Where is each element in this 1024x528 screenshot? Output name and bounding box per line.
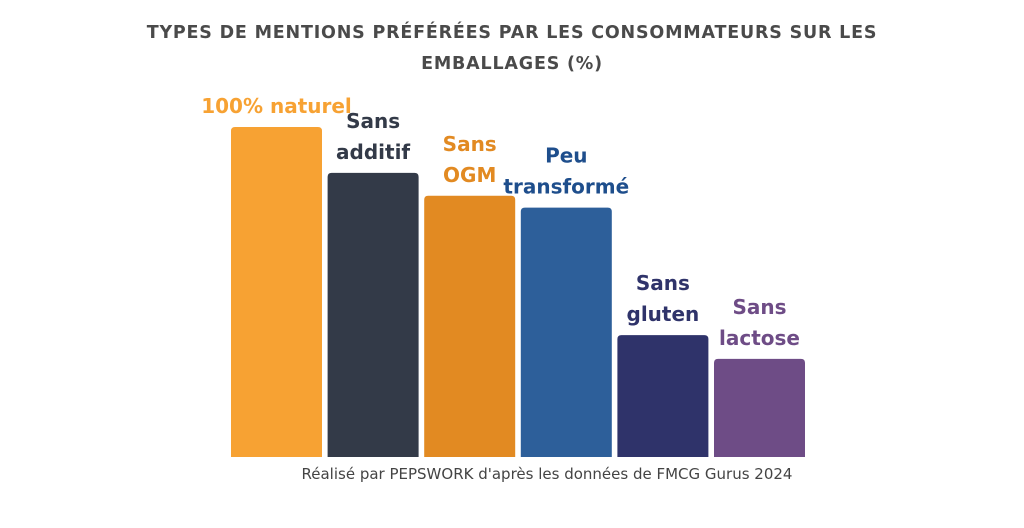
bar-6: [714, 358, 805, 457]
bar-label-6: Sans lactose: [719, 295, 800, 350]
bar-5: [617, 335, 709, 457]
chart-title: TYPES DE MENTIONS PRÉFÉRÉES PAR LES CONS…: [146, 23, 878, 74]
source-note: Réalisé par PEPSWORK d'après les données…: [301, 465, 793, 483]
bar-3: [424, 195, 516, 457]
bar-1: [231, 127, 322, 457]
bar-label-3: Sans OGM: [443, 132, 497, 187]
bar-label-1: 100% naturel: [201, 94, 352, 118]
bar-label-5: Sans gluten: [627, 271, 700, 326]
bar-label-4: Peu transformé: [503, 144, 629, 199]
bar-label-2: Sans additif: [336, 109, 410, 164]
bar-2: [327, 172, 419, 458]
bar-4: [520, 207, 612, 457]
